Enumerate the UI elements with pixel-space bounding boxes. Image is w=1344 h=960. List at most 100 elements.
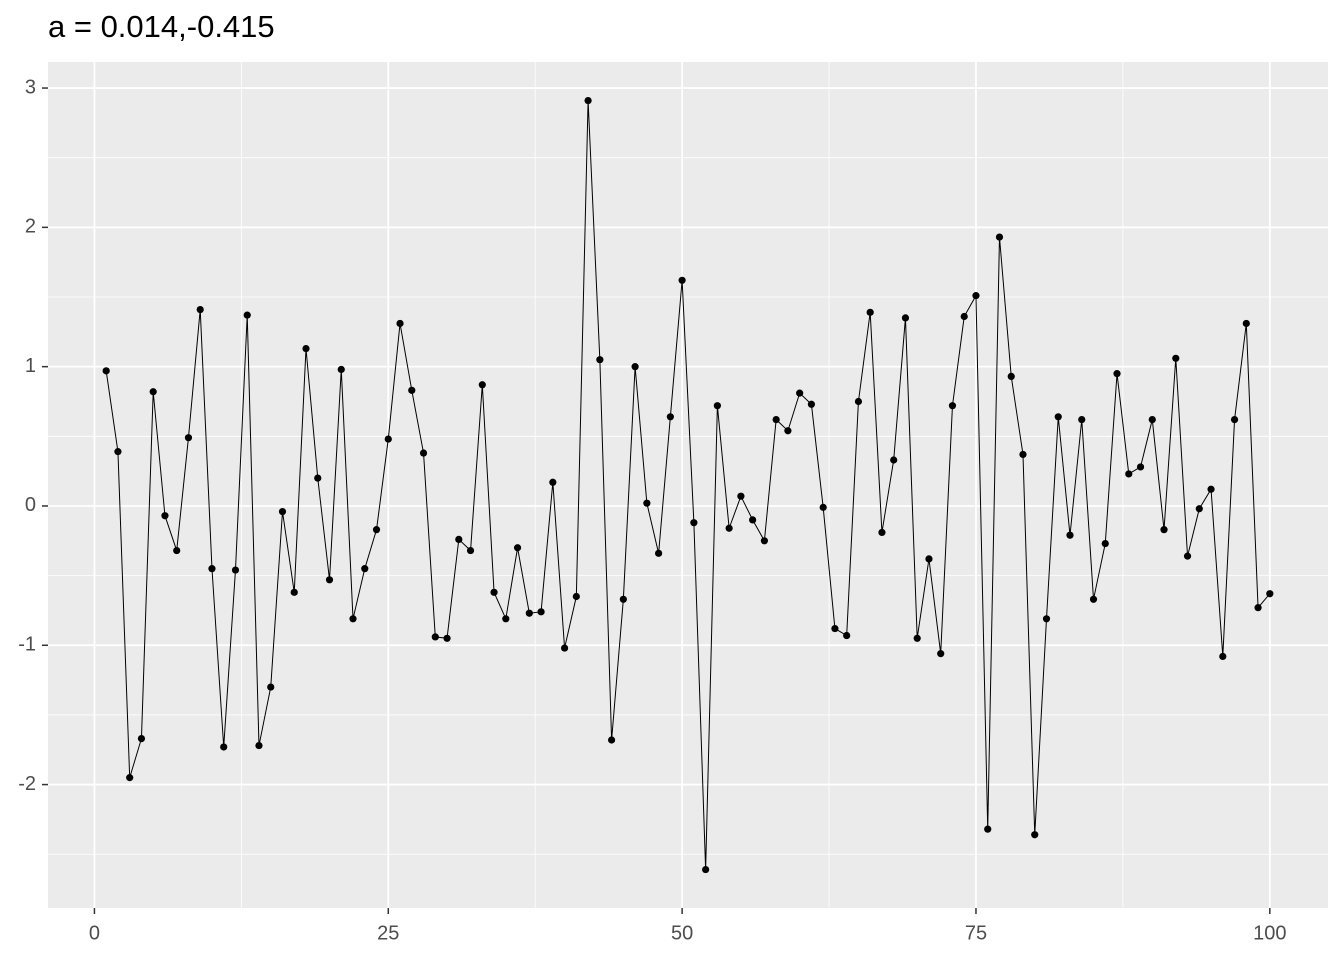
point <box>243 311 251 319</box>
point <box>337 365 345 374</box>
point <box>490 588 498 596</box>
point <box>431 633 439 641</box>
point <box>572 592 580 601</box>
point <box>443 634 451 642</box>
point <box>819 503 827 511</box>
point <box>690 519 698 527</box>
point <box>1007 372 1015 381</box>
point <box>1089 595 1098 603</box>
point <box>678 276 686 284</box>
point <box>984 825 992 833</box>
point <box>1266 590 1274 598</box>
point <box>972 292 980 300</box>
y-tick-label: -1 <box>18 634 36 656</box>
point <box>1101 539 1109 548</box>
point <box>231 566 240 574</box>
panel <box>48 62 1328 908</box>
point <box>737 492 745 500</box>
point <box>1230 415 1239 424</box>
point <box>196 305 204 314</box>
point <box>772 415 780 424</box>
point <box>960 312 968 321</box>
x-tick-label: 0 <box>89 922 100 944</box>
point <box>749 516 757 524</box>
point <box>760 537 769 545</box>
point <box>913 634 921 642</box>
point <box>584 96 592 105</box>
chart-title: a = 0.014,-0.415 <box>48 9 275 44</box>
point <box>937 650 945 658</box>
point <box>702 865 710 874</box>
point <box>1254 604 1262 612</box>
point <box>349 615 357 623</box>
line <box>105 100 1271 870</box>
point <box>807 400 816 408</box>
point <box>948 402 957 410</box>
point <box>901 314 910 322</box>
y-tick-label: 0 <box>25 494 36 516</box>
point <box>843 631 851 640</box>
point <box>631 363 639 371</box>
point <box>925 555 933 563</box>
point <box>255 741 263 750</box>
point <box>596 356 604 364</box>
y-tick-label: 2 <box>25 216 36 238</box>
point <box>1136 463 1145 471</box>
point <box>796 389 804 397</box>
point <box>1054 413 1062 421</box>
x-tick-label: 25 <box>377 922 399 944</box>
x-tick-label: 50 <box>671 922 693 944</box>
point <box>1042 615 1051 623</box>
point <box>725 524 733 532</box>
point <box>372 526 381 534</box>
point <box>1160 526 1168 534</box>
point <box>1219 652 1227 661</box>
point <box>1031 831 1039 839</box>
point <box>361 565 369 573</box>
point <box>995 233 1004 241</box>
point <box>655 549 663 557</box>
point <box>549 478 557 486</box>
y-tick-label: -2 <box>18 773 36 795</box>
point <box>208 565 216 573</box>
point <box>1207 485 1215 493</box>
point <box>1125 470 1133 478</box>
point <box>466 546 475 555</box>
point <box>607 736 616 744</box>
point <box>878 528 886 537</box>
point <box>854 397 863 406</box>
point <box>1172 354 1180 362</box>
point <box>137 735 146 743</box>
point <box>102 367 110 375</box>
point <box>1078 415 1086 424</box>
point <box>1195 505 1203 513</box>
point <box>666 413 674 421</box>
x-tick-label: 75 <box>965 922 987 944</box>
point <box>325 576 334 584</box>
y-tick-label: 1 <box>25 355 36 377</box>
point <box>560 644 569 652</box>
point <box>302 344 310 353</box>
point <box>419 449 428 457</box>
point <box>149 388 157 396</box>
point <box>278 507 287 516</box>
point <box>890 456 898 464</box>
point <box>866 308 874 316</box>
point <box>455 535 463 543</box>
point <box>619 595 627 603</box>
point <box>290 588 298 596</box>
point <box>114 448 122 456</box>
point <box>408 386 416 394</box>
point <box>1242 319 1250 328</box>
point <box>1019 450 1027 459</box>
point <box>267 683 275 691</box>
point <box>126 774 134 782</box>
point <box>478 381 486 389</box>
point <box>537 608 545 616</box>
point <box>1183 552 1192 560</box>
point <box>384 435 392 443</box>
point <box>1113 370 1121 378</box>
point <box>220 743 228 751</box>
point <box>173 546 181 555</box>
